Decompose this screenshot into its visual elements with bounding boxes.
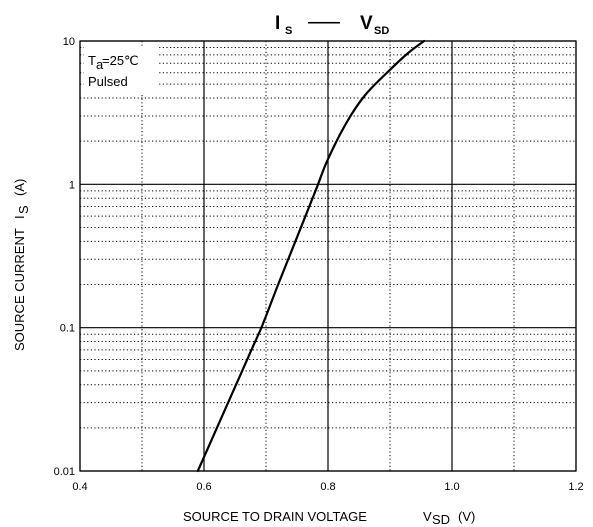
title-dash: ——	[308, 14, 340, 31]
annotation-ta-subscript: a	[96, 57, 104, 72]
x-axis-label-text: SOURCE TO DRAIN VOLTAGE	[183, 509, 367, 524]
y-tick-label: 0.01	[54, 466, 75, 478]
annotation-ta-value: =25℃	[102, 53, 139, 68]
x-axis-label: SOURCE TO DRAIN VOLTAGE V SD (V)	[183, 509, 475, 527]
plot-frame	[79, 40, 577, 472]
y-tick-labels: 0.01 0.1 1 10	[54, 36, 75, 478]
title-voltage-subscript: SD	[374, 25, 389, 37]
x-axis-label-unit: (V)	[458, 509, 475, 524]
y-tick-label: 0.1	[60, 323, 75, 335]
x-tick-labels: 0.4 0.6 0.8 1.0 1.2	[72, 481, 583, 493]
data-series-line	[196, 39, 426, 473]
x-tick-label: 1.0	[444, 481, 459, 493]
chart-title: I S —— V SD	[275, 13, 389, 37]
x-tick-label: 0.8	[320, 481, 335, 493]
annotation-ta-prefix: T	[88, 53, 96, 68]
conditions-annotation: T a =25℃ Pulsed	[84, 46, 158, 94]
y-axis-label-text: SOURCE CURRENT	[12, 228, 27, 351]
y-axis-label-subscript: S	[16, 205, 31, 214]
x-axis-label-subscript: SD	[432, 512, 450, 527]
y-axis-label-unit: (A)	[12, 179, 27, 196]
x-tick-label: 0.4	[72, 481, 87, 493]
y-tick-label: 10	[63, 36, 75, 48]
title-voltage-symbol: V	[360, 13, 373, 34]
x-tick-label: 0.6	[196, 481, 211, 493]
y-axis-label: SOURCE CURRENT I S (A)	[12, 179, 31, 351]
major-grid	[79, 40, 577, 472]
x-tick-label: 1.2	[568, 481, 583, 493]
y-tick-label: 1	[69, 179, 75, 191]
title-current-subscript: S	[285, 25, 292, 37]
y-axis-label-symbol: I	[12, 215, 27, 219]
x-axis-label-symbol: V	[423, 509, 432, 524]
annotation-pulsed: Pulsed	[88, 74, 128, 89]
title-current-symbol: I	[275, 13, 280, 34]
